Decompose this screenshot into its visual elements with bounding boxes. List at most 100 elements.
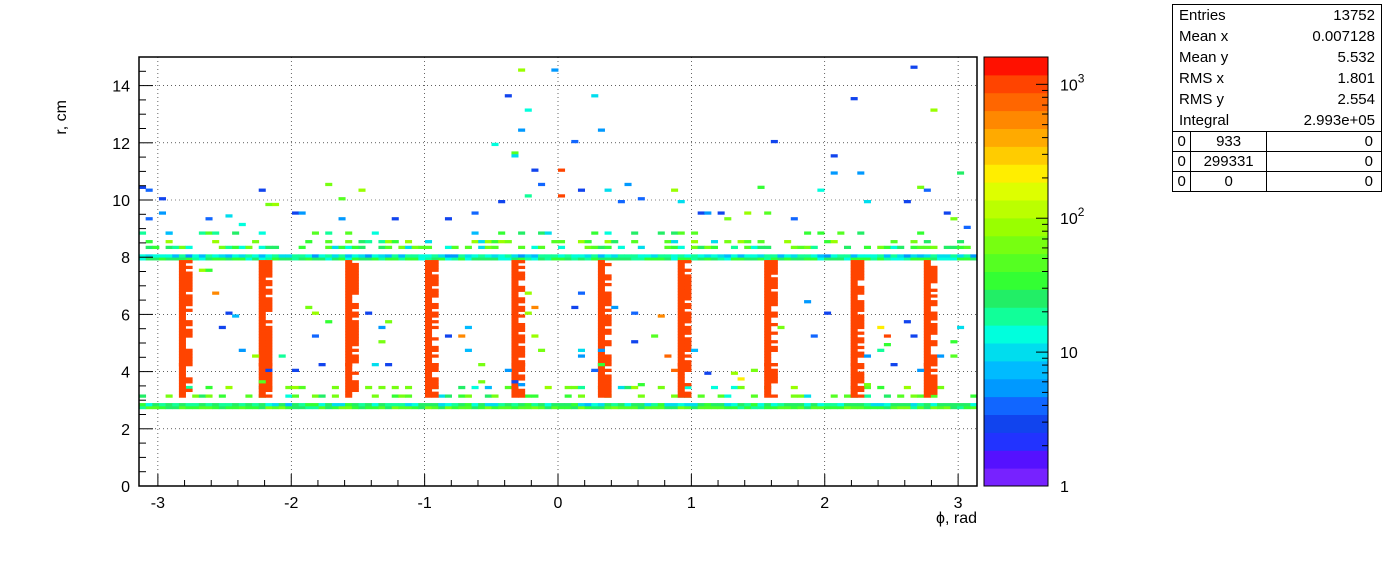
bin [558,240,566,244]
bin [511,348,519,352]
bin [604,405,612,410]
bin [857,325,865,330]
bin [252,257,260,261]
bin [258,325,266,330]
bin [518,322,526,327]
bin [684,391,692,395]
bin [265,374,273,378]
bin [285,385,293,390]
bin [478,405,486,410]
bin [817,257,825,261]
bin [764,291,772,295]
palette-swatch [984,271,1048,290]
bin [265,274,273,278]
bin [178,254,186,258]
bin [258,351,266,355]
bin [597,268,605,272]
bin [604,291,612,295]
palette-swatch [984,146,1048,165]
bin [438,403,446,407]
bin [830,405,838,410]
bin [178,265,186,270]
bin [351,282,359,287]
bin [923,285,931,290]
bin [724,240,732,244]
bin [923,345,931,350]
bin [152,257,160,261]
bin [757,245,765,250]
bin [577,257,586,261]
bin [385,320,393,324]
bin [897,257,905,261]
bin [577,348,586,352]
bin [518,271,526,275]
bin [697,245,705,250]
bin [225,385,233,390]
bin [518,368,526,372]
bin [810,245,818,250]
bin [491,240,499,244]
bin [431,394,439,398]
bin [185,360,193,364]
bin [345,277,353,281]
bin [531,257,539,261]
bin [265,291,273,295]
bin [571,305,579,310]
bin [850,308,858,312]
bin [571,254,579,258]
bin [511,343,519,347]
bin [677,328,685,332]
bin [518,337,526,341]
bin [258,328,266,332]
bin [890,257,898,261]
bin [631,403,639,407]
bin [258,340,266,344]
bin [770,294,778,298]
bin [770,268,778,272]
bin [345,245,353,250]
bin [597,371,605,375]
palette-swatch [984,253,1048,272]
bin [405,245,413,250]
bin [258,282,266,287]
bin [139,231,147,235]
bin [511,328,519,332]
bin [577,354,586,358]
bin [744,405,752,410]
bin [431,260,439,264]
bin [684,297,692,301]
bin [930,302,938,307]
bin [291,385,300,390]
y-tick-label: 14 [112,79,130,96]
bin [684,257,692,261]
bin [192,254,200,258]
bin [518,360,526,364]
bin [152,245,160,250]
bin [657,254,665,258]
bin [511,274,519,278]
bin [418,403,426,407]
bin [232,254,240,258]
bin [850,317,858,321]
bin [930,265,938,270]
bin [850,334,858,338]
bin [857,231,865,235]
bin [345,268,353,272]
stats-row: Mean y 5.532 [1173,47,1382,68]
bin [770,314,778,318]
bin [178,383,186,387]
bin [218,245,226,250]
bin [850,280,858,284]
bin [704,254,712,258]
bin [764,328,772,332]
bin [351,265,359,270]
bin [691,240,699,244]
bin [185,354,193,358]
bin [730,257,738,261]
bin [431,403,439,407]
bin [923,320,931,324]
bin [258,322,266,327]
bin [597,388,605,393]
bin [558,245,566,250]
bin [664,403,672,407]
